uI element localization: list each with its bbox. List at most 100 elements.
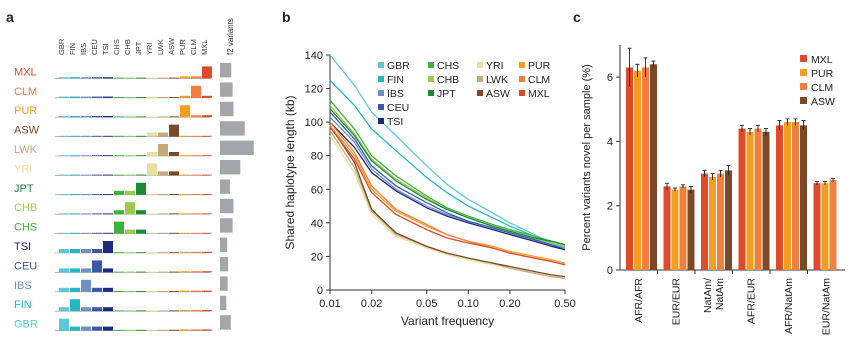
bar-asw [725,170,732,270]
heatmap-bar [169,271,179,273]
bar-asw [762,131,770,270]
heatmap-bar [103,287,113,292]
heatmap-bar [125,155,135,156]
heatmap-bar [125,116,135,118]
column-label: PUR [178,39,187,55]
heatmap-bar [70,268,80,273]
heatmap-bar [191,271,201,273]
y-axis-label: Shared haplotype length (kb) [283,95,297,249]
heatmap-bar [158,310,168,312]
legend-label: LWK [486,74,508,86]
panel-label-a: a [6,9,14,25]
series-line-ceu [329,111,566,251]
heatmap-bar [125,252,135,253]
heatmap-bar [147,329,157,331]
bar-pur [634,70,641,270]
legend-label: ASW [811,96,835,108]
heatmap-bar [158,232,168,234]
heatmap-bar [114,252,124,253]
heatmap-bar [169,97,179,98]
heatmap-bar [81,194,91,195]
bar-mxl [626,67,633,270]
heatmap-bar [202,115,212,118]
heatmap-bar [147,213,157,215]
heatmap-bar [59,318,69,331]
bar-mxl [701,173,708,270]
bar-mxl [776,125,783,270]
heatmap-bar [81,326,91,331]
heatmap-bar [125,271,135,273]
heatmap-bar [158,116,168,118]
heatmap-bar [136,329,146,331]
heatmap-bar [125,135,135,137]
heatmap-bar [59,249,69,253]
heatmap-bar [59,268,69,273]
bar-asw [687,189,695,270]
heatmap-bar [81,174,91,176]
heatmap-bar [169,77,179,79]
column-label: IBS [79,43,88,55]
heatmap-bar [158,329,168,331]
heatmap-bar [180,155,190,156]
heatmap-bar [136,229,146,234]
heatmap-bar [92,307,102,312]
row-label: LWK [14,144,38,156]
legend-label: FIN [387,74,404,86]
heatmap-bar [103,232,113,234]
heatmap-bar [169,124,179,137]
legend-label: MXL [811,54,833,66]
row-label: JPT [14,183,34,195]
legend-label: CHS [437,60,459,72]
legend-swatch [428,76,434,82]
legend-swatch [428,90,434,96]
legend-label: ASW [486,88,510,100]
row-label: CLM [14,86,37,98]
f2-bar [220,179,230,194]
heatmap-bar [125,291,135,292]
heatmap-bar [114,174,124,176]
heatmap-bar [59,77,69,79]
heatmap-bar [70,116,80,118]
heatmap-bar [191,135,201,137]
heatmap-bar [202,194,212,195]
legend-label: PUR [811,68,834,80]
y-tick-label: 80 [311,151,323,163]
heatmap-bar [158,252,168,253]
row-label: PUR [14,105,37,117]
heatmap-bar [92,287,102,292]
legend-swatch [378,62,384,68]
y-tick-label: 6 [607,72,613,84]
heatmap-bar [158,213,168,215]
f2-bar [220,237,228,252]
heatmap-bar [92,249,102,253]
f2-bar [220,160,241,175]
heatmap-bar [169,310,179,312]
heatmap-bar [70,96,80,98]
heatmap-bar [114,77,124,79]
heatmap-bar [114,291,124,292]
heatmap-bar [180,135,190,137]
heatmap-bar [59,194,69,195]
heatmap-bar [59,287,69,292]
heatmap-bar [191,85,201,98]
heatmap-bar [191,194,201,195]
heatmap-bar [103,135,113,137]
legend-label: PUR [528,60,551,72]
heatmap-bar [103,155,113,156]
bar-asw [800,125,807,270]
heatmap-bar [136,97,146,98]
y-axis-label: Percent variants novel per sample (%) [581,64,593,250]
f2-bar [220,82,233,97]
heatmap-bar [59,174,69,176]
heatmap-bar [136,252,146,253]
panel-b-line-chart: b 0 20 40 60 80 100 120 140 0.01 0.02 0.05 0.10 0.20 0… [282,9,576,328]
row-label: YRI [14,163,32,175]
heatmap-bar [147,97,157,98]
series-line-chs [329,99,566,246]
panel-label-b: b [282,9,291,25]
y-tick-label: 0 [607,265,613,277]
heatmap-bar [70,135,80,137]
heatmap-bar [103,116,113,118]
column-label: CLM [189,39,198,55]
heatmap-bar [202,310,212,312]
